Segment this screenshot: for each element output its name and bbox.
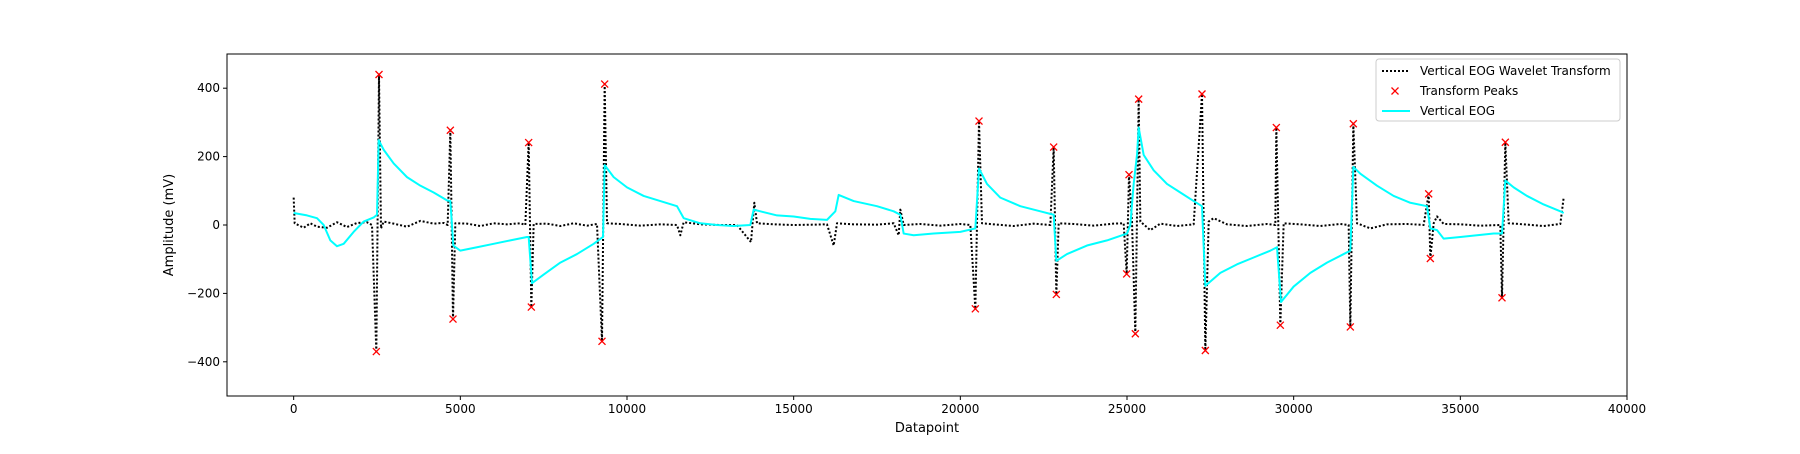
peak-marker-stroke [600, 80, 609, 89]
x-tick-label: 10000 [608, 402, 646, 416]
x-tick-label: 40000 [1608, 402, 1646, 416]
peak-marker [971, 304, 980, 313]
peak-marker [1498, 293, 1506, 302]
peak-marker-stroke [598, 337, 606, 346]
peak-marker-stroke [1122, 269, 1131, 278]
peak-marker-stroke [1346, 322, 1355, 331]
legend-marker-stroke [1391, 87, 1399, 95]
legend-label: Transform Peaks [1419, 84, 1518, 98]
peak-marker-stroke [1049, 143, 1058, 151]
peak-marker-stroke [375, 70, 383, 79]
peak-marker-stroke [1052, 290, 1061, 299]
peak-marker-stroke [1276, 321, 1285, 330]
x-tick-label: 20000 [941, 402, 979, 416]
x-tick-label: 15000 [775, 402, 813, 416]
peak-marker [524, 138, 533, 147]
y-tick-label: −400 [187, 355, 220, 369]
peak-marker-stroke [971, 304, 980, 313]
axes: 0 5000 10000 15000 20000 25000 30000 35000 40000… [187, 53, 1646, 416]
peak-marker-stroke [1125, 170, 1133, 179]
y-axis-label: Amplitude (mV) [162, 174, 177, 276]
peak-marker [1426, 254, 1435, 263]
peak-marker [527, 303, 536, 312]
peak-marker-stroke [449, 315, 457, 324]
peak-marker [1424, 189, 1433, 198]
peak-marker-stroke [1201, 346, 1210, 355]
peak-marker [1125, 170, 1133, 179]
peak-marker [1134, 95, 1143, 104]
legend-handle [1391, 87, 1399, 95]
peak-marker-stroke [372, 347, 381, 356]
peak-marker [372, 347, 381, 356]
peak-marker [449, 315, 457, 324]
peak-marker [1349, 119, 1358, 128]
y-tick-label: 0 [212, 218, 220, 232]
legend-box [1375, 58, 1621, 122]
peak-marker-stroke [1349, 119, 1358, 128]
x-tick-label: 0 [290, 402, 298, 416]
series-line-0 [292, 73, 1565, 353]
peak-marker-stroke [975, 117, 983, 125]
peak-marker [1272, 123, 1281, 132]
y-tick-label: 400 [197, 81, 220, 95]
peak-marker [446, 126, 455, 135]
peak-marker [1049, 143, 1058, 151]
peak-marker-stroke [1501, 138, 1510, 147]
legend: Vertical EOG Wavelet Transform Transform … [1375, 58, 1621, 122]
x-tick-label: 25000 [1108, 402, 1146, 416]
peak-marker-stroke [1272, 123, 1281, 132]
peak-marker-stroke [446, 126, 455, 135]
peak-marker-stroke [1426, 254, 1435, 263]
peak-marker-stroke [1131, 329, 1140, 338]
peak-marker [1501, 138, 1510, 147]
peak-marker [1201, 346, 1210, 355]
peak-marker [600, 80, 609, 89]
peak-marker [1131, 329, 1140, 338]
peak-marker-stroke [524, 138, 533, 147]
series-group [292, 70, 1565, 356]
legend-label: Vertical EOG Wavelet Transform [1420, 64, 1611, 78]
x-axis-label: Datapoint [895, 421, 959, 436]
x-tick-label: 35000 [1441, 402, 1479, 416]
peak-marker [1346, 322, 1355, 331]
peak-marker [1122, 269, 1131, 278]
series-line-2 [293, 126, 1565, 303]
peak-marker [1198, 90, 1206, 98]
y-tick-label: −200 [187, 286, 220, 300]
peak-marker-stroke [1198, 90, 1206, 98]
peak-marker [1052, 290, 1061, 299]
legend-label: Vertical EOG [1420, 104, 1495, 118]
peak-marker-stroke [527, 303, 536, 312]
peak-marker-stroke [1424, 189, 1433, 198]
plot-area [292, 70, 1565, 356]
peak-marker [1276, 321, 1285, 330]
peak-marker-stroke [1134, 95, 1143, 104]
peak-marker-stroke [1498, 293, 1506, 302]
y-tick-label: 200 [197, 150, 220, 164]
peak-marker [375, 70, 383, 79]
peak-marker [598, 337, 606, 346]
peak-marker [975, 117, 983, 125]
x-tick-label: 5000 [445, 402, 476, 416]
x-tick-label: 30000 [1275, 402, 1313, 416]
